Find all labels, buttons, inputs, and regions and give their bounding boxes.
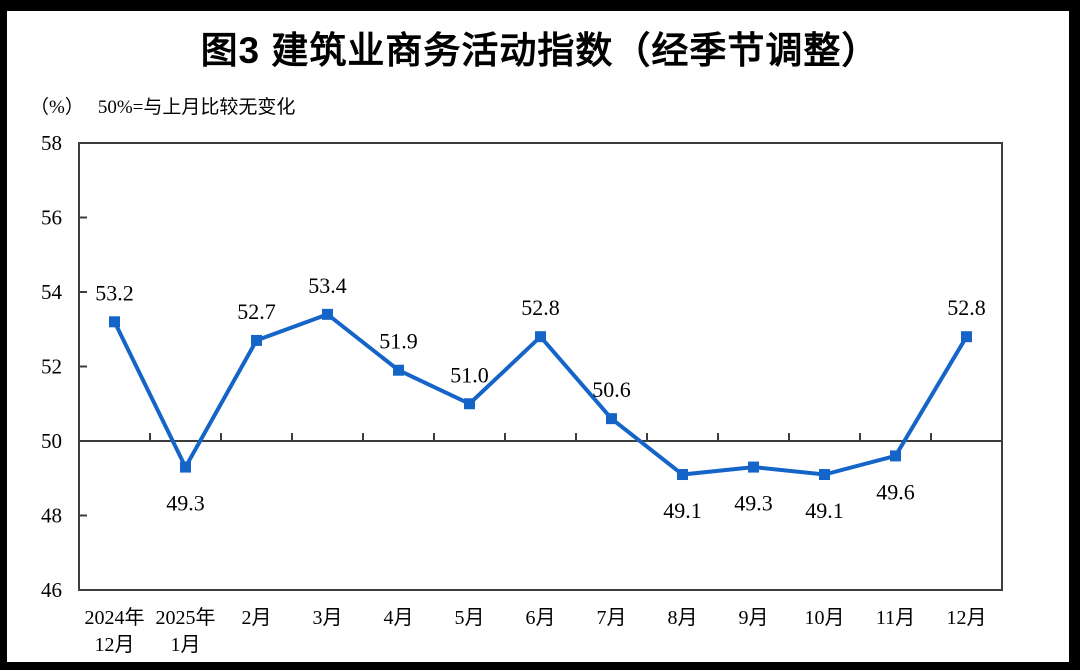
data-marker <box>890 450 901 462</box>
data-marker <box>393 364 404 376</box>
data-label: 52.8 <box>521 295 560 320</box>
x-axis-label: 11月 <box>876 607 915 629</box>
x-axis-label: 12月 <box>947 607 987 629</box>
y-axis-label: 56 <box>41 206 62 230</box>
x-axis-label: 2025年 1月 <box>156 606 216 656</box>
data-label: 51.0 <box>450 362 489 387</box>
x-axis-label: 3月 <box>313 607 343 629</box>
data-label: 49.3 <box>734 491 773 516</box>
data-marker <box>322 308 333 320</box>
y-axis-label: 50 <box>41 429 62 453</box>
data-label: 53.4 <box>308 273 347 298</box>
data-marker <box>464 398 475 410</box>
data-marker <box>677 469 688 481</box>
x-axis-label: 2月 <box>242 607 272 629</box>
baseline-note: 50%=与上月比较无变化 <box>97 97 296 118</box>
data-label: 52.8 <box>947 295 986 320</box>
y-axis-label: 54 <box>41 280 63 304</box>
data-label: 49.1 <box>805 498 844 523</box>
data-label: 50.6 <box>592 377 631 402</box>
page-border-top <box>0 0 1080 11</box>
data-label: 49.1 <box>663 498 702 523</box>
x-axis-label: 5月 <box>455 607 485 629</box>
chart-title: 图3 建筑业商务活动指数（经季节调整） <box>200 30 880 71</box>
page-border-left <box>0 0 7 670</box>
data-label: 49.3 <box>166 491 205 516</box>
unit-label: （%） <box>30 97 84 118</box>
y-axis-label: 52 <box>41 355 62 379</box>
x-axis-label: 9月 <box>739 607 769 629</box>
data-label: 49.6 <box>876 479 915 504</box>
page-border-bottom <box>0 662 1080 670</box>
data-label: 52.7 <box>237 299 276 324</box>
data-marker <box>748 461 759 473</box>
chart-subtitle: （%） 50%=与上月比较无变化 <box>30 92 295 119</box>
data-marker <box>961 331 972 343</box>
data-label: 51.9 <box>379 329 418 354</box>
data-marker <box>606 413 617 425</box>
plot-frame <box>78 142 1003 591</box>
y-axis-label: 48 <box>41 504 62 528</box>
x-axis-label: 8月 <box>668 607 698 629</box>
x-axis-label: 10月 <box>805 607 845 629</box>
data-marker <box>819 469 830 481</box>
data-label: 53.2 <box>95 280 134 305</box>
data-marker <box>180 461 191 473</box>
x-axis-label: 4月 <box>384 607 414 629</box>
y-axis-label: 46 <box>41 578 62 602</box>
page-border-right <box>1069 0 1080 670</box>
x-axis-label: 6月 <box>526 607 556 629</box>
data-marker <box>109 316 120 328</box>
y-axis-label: 58 <box>41 131 62 155</box>
x-axis-label: 2024年 12月 <box>85 606 145 656</box>
x-axis-label: 7月 <box>597 607 627 629</box>
data-marker <box>251 334 262 346</box>
data-marker <box>535 331 546 343</box>
